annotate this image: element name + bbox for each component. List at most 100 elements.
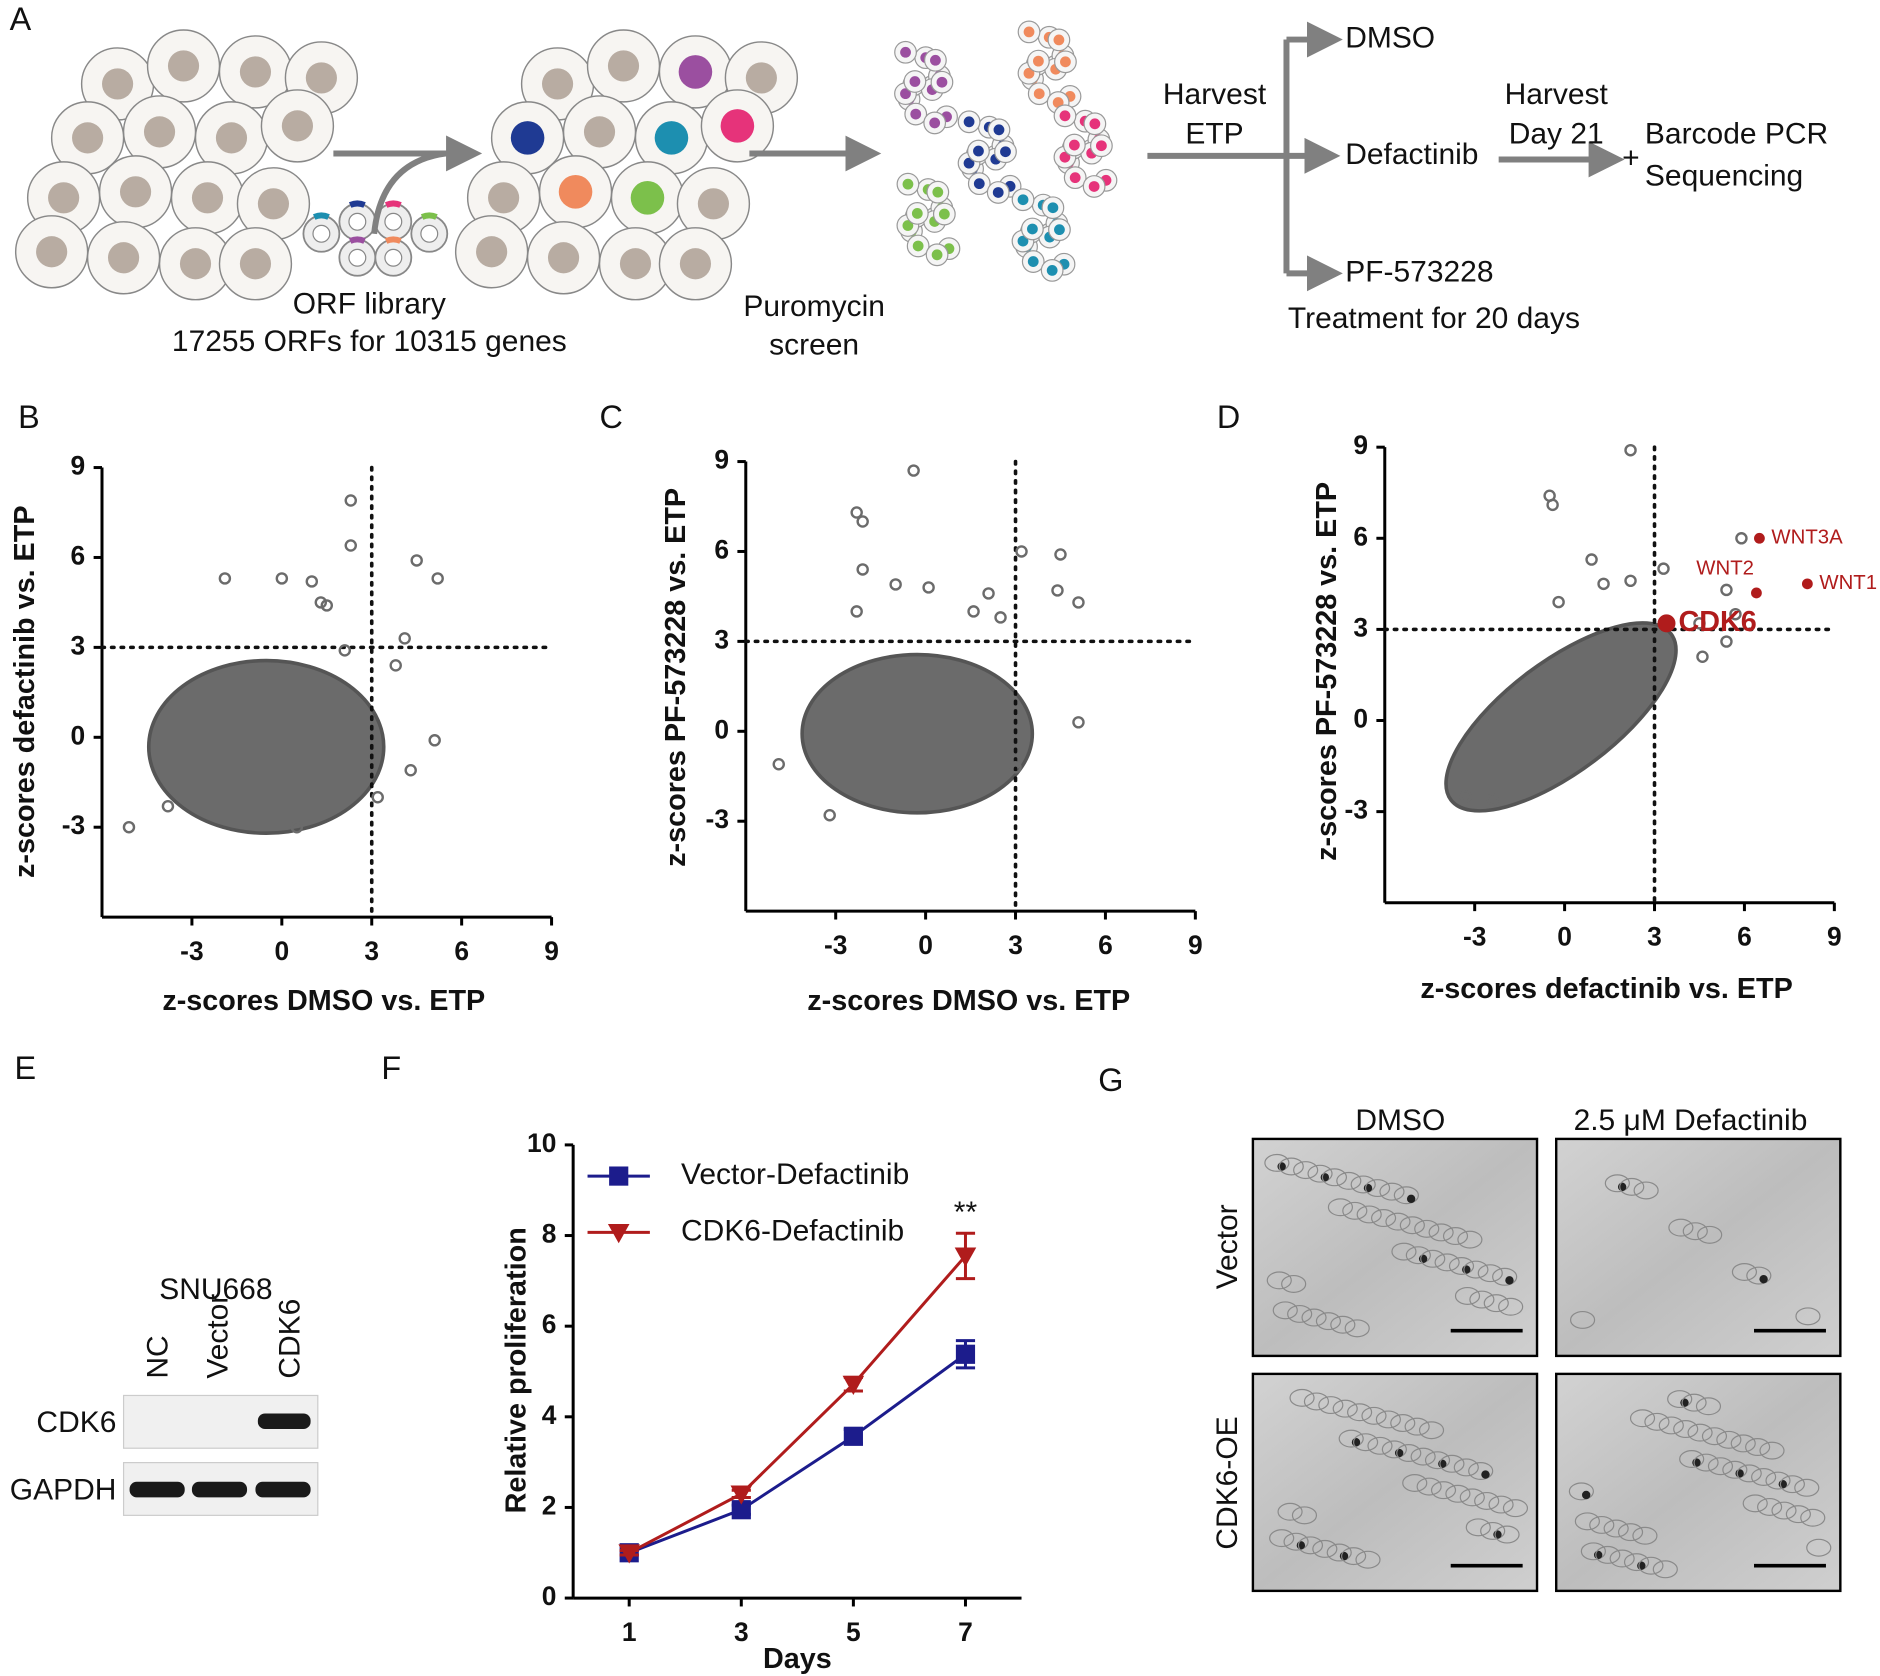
cell-outline	[1318, 1396, 1344, 1415]
y-tick-label: 6	[542, 1309, 557, 1339]
y-tick-label: 8	[542, 1219, 557, 1249]
cell-outline	[1347, 1403, 1373, 1422]
y-tick-label: -3	[706, 804, 729, 834]
x-tick-label: 3	[1647, 922, 1662, 952]
cell-outline	[1367, 1436, 1393, 1455]
cell-outline	[1264, 1153, 1290, 1172]
cell-outline	[1652, 1560, 1678, 1579]
cell-sheets	[14, 20, 1118, 301]
point	[338, 644, 352, 657]
cell-outline	[1619, 1177, 1645, 1196]
cell-outline	[1381, 1440, 1407, 1459]
cell-outline	[1617, 1523, 1644, 1542]
point	[1624, 574, 1637, 588]
colony-nucleus	[973, 145, 984, 157]
colony-nucleus	[963, 157, 975, 169]
label: Treatment for 20 days	[1288, 302, 1580, 335]
y-tick-label: 0	[1353, 703, 1368, 733]
point	[1720, 583, 1733, 597]
arrow	[371, 150, 447, 235]
cell-outline	[1569, 1310, 1596, 1329]
cell-outline	[1361, 1406, 1387, 1425]
y-axis-label: Relative proliferation	[501, 1227, 533, 1513]
colony-nucleus	[1053, 34, 1065, 46]
row-label: Vector	[1211, 1204, 1244, 1289]
nucleus	[558, 175, 593, 209]
point	[922, 581, 935, 594]
point	[856, 563, 869, 576]
cell-outline	[1629, 1409, 1656, 1428]
cell-outline	[1391, 1242, 1417, 1261]
cell-outline	[1297, 1536, 1324, 1555]
nucleus	[583, 116, 616, 148]
plasmid-core	[348, 212, 367, 231]
micrographs	[1251, 1137, 1842, 1593]
nucleus	[547, 242, 580, 274]
point	[122, 820, 136, 834]
cell-outline	[1344, 1319, 1370, 1338]
row-label: GAPDH	[10, 1473, 117, 1506]
colony-nucleus	[1088, 181, 1100, 192]
cell-outline	[1477, 1264, 1503, 1283]
point	[1009, 761, 1022, 774]
round-cell	[1759, 1274, 1768, 1284]
point	[275, 572, 289, 585]
cell-outline	[1277, 1502, 1303, 1521]
nucleus	[510, 121, 545, 155]
label: ORF library	[293, 288, 446, 321]
cell-outline	[1785, 1505, 1811, 1524]
point	[290, 820, 304, 834]
cell-outline	[1405, 1246, 1431, 1265]
cell-outline	[1356, 1205, 1382, 1224]
cell-outline	[1312, 1539, 1338, 1558]
colony-nucleus	[1033, 88, 1045, 100]
cell-outline	[1469, 1290, 1495, 1309]
point	[404, 764, 417, 777]
cell-outline	[1410, 1447, 1436, 1466]
cell-outline	[1416, 1477, 1442, 1496]
cell-outline	[1341, 1547, 1367, 1566]
cell-outline	[1332, 1399, 1358, 1418]
point	[314, 596, 328, 609]
cell-outline	[1315, 1312, 1342, 1331]
colony-nucleus	[902, 220, 914, 231]
cell-outline	[1746, 1266, 1772, 1285]
y-axis-label: z-scores defactinib vs. ETP	[9, 505, 41, 877]
point	[305, 575, 319, 588]
cell-outline	[1442, 1227, 1469, 1246]
series-line	[628, 1353, 967, 1555]
label: screen	[769, 328, 859, 361]
cell-outline	[1483, 1294, 1509, 1313]
cell-outline	[1681, 1393, 1707, 1412]
point	[856, 515, 869, 528]
cell-outline	[1574, 1512, 1600, 1531]
nucleus	[179, 248, 212, 280]
y-tick-label: 9	[1353, 430, 1368, 460]
nucleus	[239, 56, 272, 88]
point	[1729, 607, 1742, 621]
highlight-point	[1801, 578, 1813, 590]
x-axis-label: Days	[763, 1643, 832, 1675]
x-tick-label: -3	[824, 930, 847, 960]
column-label: DMSO	[1355, 1104, 1445, 1137]
marker	[607, 1224, 630, 1244]
cell-outline	[1742, 1494, 1768, 1513]
label: ETP	[1185, 117, 1243, 150]
x-axis-label: z-scores DMSO vs. ETP	[162, 985, 485, 1017]
legend-label: Vector-Defactinib	[681, 1158, 909, 1191]
cell-outline	[1399, 1216, 1425, 1235]
cell-outline	[1266, 1271, 1292, 1290]
cell-outline	[1667, 1390, 1693, 1409]
cell-outline	[1771, 1501, 1797, 1520]
cell-outline	[1806, 1538, 1832, 1557]
point-label: WNT1	[1819, 572, 1877, 594]
colony-nucleus	[1068, 139, 1080, 151]
point	[1051, 584, 1064, 597]
point	[1072, 596, 1085, 609]
cell-outline	[1281, 1274, 1307, 1293]
nucleus	[72, 122, 104, 154]
label: +	[1622, 141, 1640, 174]
lane-label: CDK6	[273, 1299, 306, 1379]
colony-nucleus	[1046, 264, 1058, 276]
cell-outline	[1673, 1420, 1699, 1439]
